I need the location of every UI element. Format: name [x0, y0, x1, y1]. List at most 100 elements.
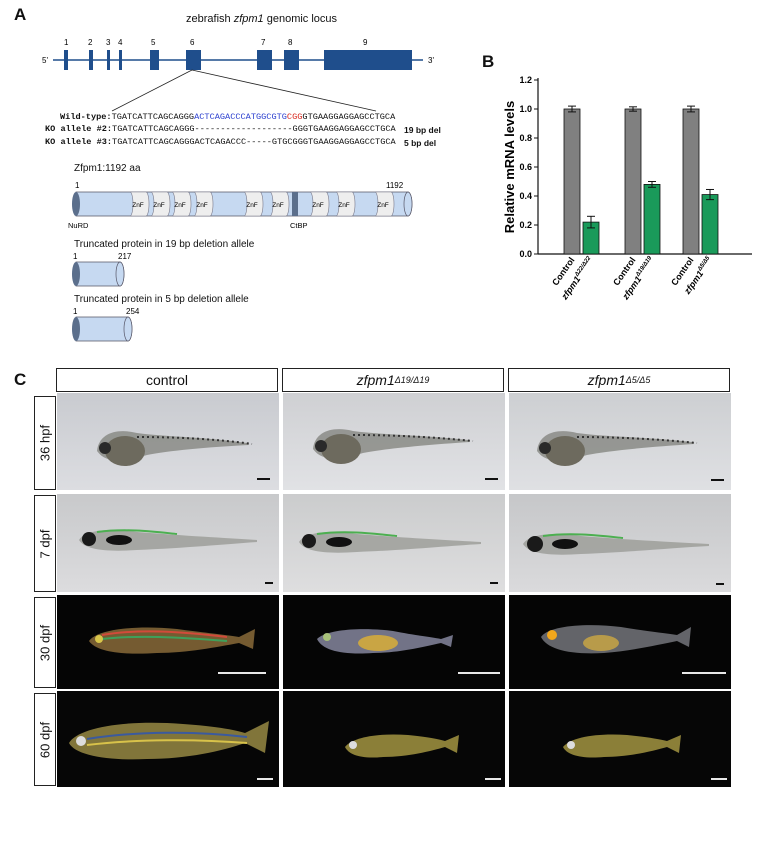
znf-domain	[193, 191, 214, 217]
ko3-label: KO allele #3:	[45, 137, 113, 147]
ko3-seq: TGATCATTCAGCAGGGACTCAGACCC-----GTGCGGGTG…	[112, 137, 396, 147]
scalebar-30dpf-d5	[682, 672, 726, 674]
col-header-d19: zfpm1 Δ19/Δ19	[282, 368, 504, 392]
chart-ylabel: Relative mRNA levels	[502, 101, 517, 233]
photo-30dpf-control	[57, 595, 279, 689]
larva-7dpf-d19-shape	[299, 531, 481, 553]
znf-label: ZnF	[312, 202, 324, 209]
znf-domain	[243, 191, 264, 217]
ko2-seq: TGATCATTCAGCAGGG-------------------GGGTG…	[112, 124, 396, 134]
bar-control	[682, 108, 700, 255]
exon-2	[89, 50, 93, 70]
exon-num-3: 3	[106, 38, 111, 47]
trunc19-diagram: 1 217	[72, 252, 132, 287]
chart-ytick-label: 0.0	[519, 249, 532, 259]
chart-ytick-label: 1.0	[519, 104, 532, 114]
exon-num-5: 5	[151, 38, 156, 47]
znf-label: ZnF	[153, 202, 165, 209]
photo-7dpf-d5	[509, 494, 731, 592]
row-label-60dpf: 60 dpf	[34, 693, 56, 786]
ko2-note: 19 bp del	[404, 125, 441, 135]
col-header-d5: zfpm1 Δ5/Δ5	[508, 368, 730, 392]
photo-60dpf-d5	[509, 691, 731, 787]
wt-label: Wild-type:	[60, 112, 112, 122]
chart-ytick-label: 0.2	[519, 220, 532, 230]
wt-sequence-row: Wild-type:TGATCATTCAGCAGGGACTCAGACCCATGG…	[60, 112, 395, 122]
col-header-d5-gene: zfpm1	[587, 372, 626, 388]
trunc19-end: 217	[118, 252, 132, 261]
trunc5-title: Truncated protein in 5 bp deletion allel…	[74, 294, 249, 305]
ko3-note: 5 bp del	[404, 138, 437, 148]
panel-c-letter: C	[14, 370, 27, 389]
scalebar-7dpf-control	[265, 582, 273, 584]
exon-3	[107, 50, 110, 70]
panel-b-letter: B	[482, 52, 495, 71]
trunc5-end: 254	[126, 307, 140, 316]
exon-4	[119, 50, 122, 70]
znf-label: ZnF	[132, 202, 144, 209]
zoom-line-right	[191, 69, 377, 112]
scalebar-60dpf-d5	[711, 778, 727, 780]
embryo-36hpf-control-shape	[97, 431, 253, 466]
chart-ytick-label: 0.4	[519, 191, 532, 201]
chart-ytick-label: 1.2	[519, 75, 532, 85]
scalebar-36hpf-d5	[711, 479, 724, 481]
photo-36hpf-d19	[283, 393, 505, 490]
exon-9	[324, 50, 412, 70]
ctbp-label: CtBP	[290, 221, 308, 230]
scalebar-60dpf-d19	[485, 778, 501, 780]
scalebar-7dpf-d19	[490, 582, 498, 584]
znf-label: ZnF	[377, 202, 389, 209]
exon-num-1: 1	[64, 38, 69, 47]
mrna-bar-chart: Relative mRNA levels 0.0 0.2 0.4 0.6 0.8 1.0 1.…	[502, 75, 752, 302]
col-header-d5-sup: Δ5/Δ5	[625, 375, 651, 385]
protein-start: 1	[75, 181, 80, 190]
protein-end: 1192	[386, 181, 404, 190]
exon-8	[284, 50, 299, 70]
row-label-36hpf-text: 36 hpf	[37, 424, 53, 462]
ko3-sequence-row: KO allele #3:TGATCATTCAGCAGGGACTCAGACCC-…	[45, 137, 396, 147]
photo-60dpf-d19	[283, 691, 505, 787]
znf-domain	[309, 191, 330, 217]
fish-30dpf-control-shape	[89, 627, 255, 654]
znf-label: ZnF	[174, 202, 186, 209]
trunc5-diagram: 1 254	[72, 307, 140, 342]
protein-body	[75, 191, 413, 217]
trunc19-title: Truncated protein in 19 bp deletion alle…	[74, 239, 255, 250]
row-label-30dpf-text: 30 dpf	[37, 624, 53, 661]
locus-title-pre: zebrafish	[186, 13, 234, 25]
row-label-36hpf: 36 hpf	[34, 396, 56, 490]
chart-ytick-label: 0.8	[519, 133, 532, 143]
znf-domain	[335, 191, 356, 217]
exon-num-8: 8	[288, 38, 293, 47]
photo-36hpf-control	[57, 393, 279, 490]
embryo-36hpf-d19-shape	[313, 429, 474, 464]
row-label-30dpf: 30 dpf	[34, 597, 56, 688]
znf-domain	[374, 191, 395, 217]
wt-seq-a: TGATCATTCAGCAGGG	[111, 112, 195, 122]
three-prime-label: 3'	[428, 56, 434, 65]
nurd-label: NuRD	[68, 221, 89, 230]
fish-30dpf-d5-shape	[541, 625, 691, 654]
trunc5-body	[75, 316, 133, 342]
trunc19-n-cap	[72, 262, 80, 286]
znf-domain	[171, 191, 192, 217]
bar-mutant	[701, 194, 719, 255]
znf-domain	[129, 191, 150, 217]
embryo-36hpf-d5-shape	[537, 431, 698, 466]
larva-7dpf-control-shape	[79, 529, 257, 551]
znf-domain	[150, 191, 171, 217]
fish-30dpf-d19-shape	[317, 629, 453, 654]
protein-n-cap	[72, 192, 80, 216]
five-prime-label: 5'	[42, 56, 48, 65]
locus-title-gene: zfpm1	[233, 13, 264, 25]
exon-num-2: 2	[88, 38, 93, 47]
exon-num-9: 9	[363, 38, 368, 47]
row-label-60dpf-text: 60 dpf	[37, 721, 53, 758]
panel-a-letter: A	[14, 5, 27, 24]
exon-5	[150, 50, 159, 70]
fish-60dpf-control-shape	[69, 721, 269, 760]
scalebar-7dpf-d5	[716, 583, 724, 585]
exon-num-7: 7	[261, 38, 266, 47]
znf-label: ZnF	[196, 202, 208, 209]
